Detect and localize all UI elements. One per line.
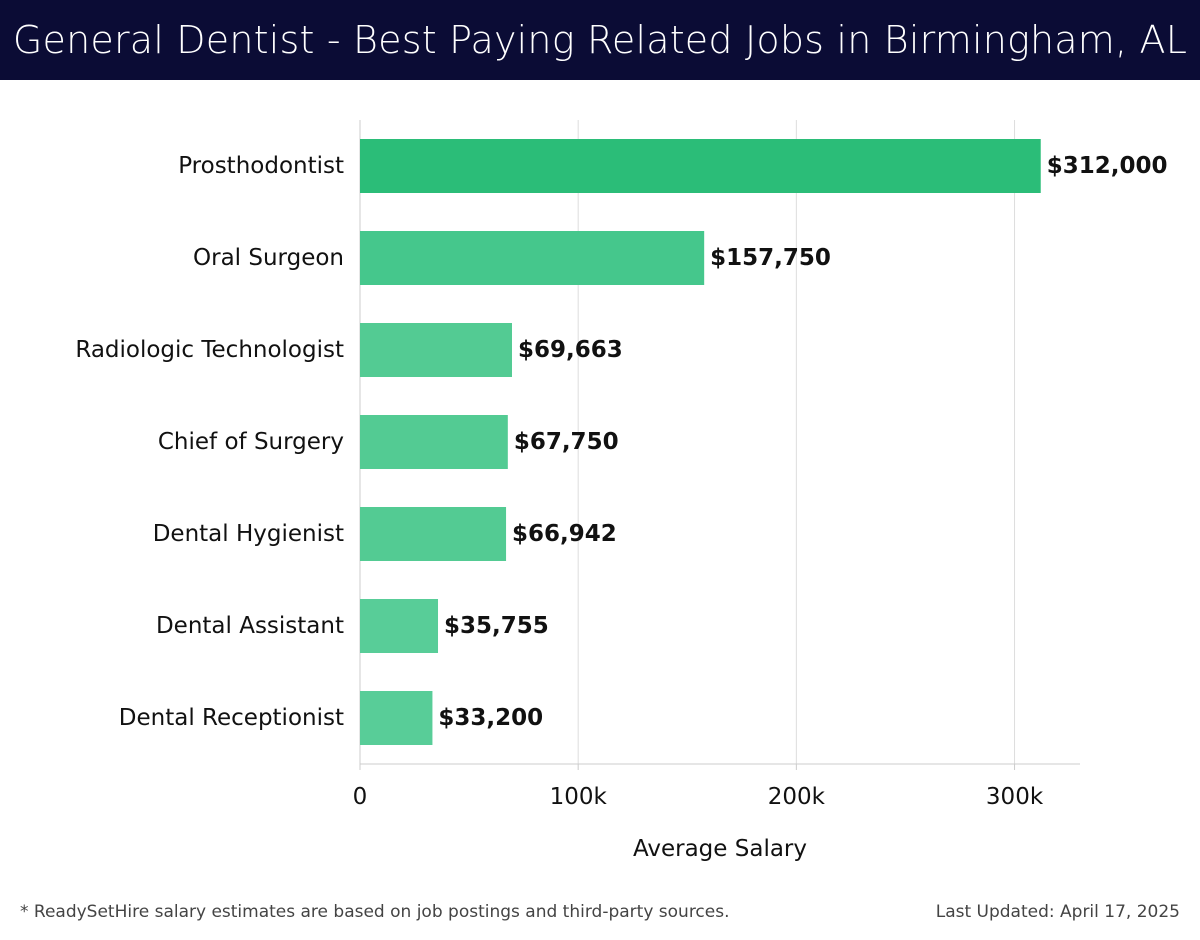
- category-label: Oral Surgeon: [193, 245, 344, 271]
- value-label: $33,200: [438, 705, 543, 731]
- category-label: Prosthodontist: [178, 153, 344, 179]
- x-tick-label: 200k: [768, 784, 826, 810]
- bar: [360, 507, 507, 561]
- value-label: $66,942: [512, 521, 617, 547]
- category-label: Dental Hygienist: [153, 521, 344, 547]
- category-label: Dental Assistant: [156, 613, 344, 639]
- bar: [360, 599, 439, 653]
- page-title: General Dentist - Best Paying Related Jo…: [12, 18, 1188, 62]
- value-label: $69,663: [518, 337, 623, 363]
- x-tick-label: 300k: [986, 784, 1044, 810]
- value-label: $67,750: [514, 429, 619, 455]
- last-updated: Last Updated: April 17, 2025: [935, 902, 1180, 922]
- value-label: $35,755: [444, 613, 549, 639]
- value-label: $312,000: [1047, 153, 1168, 179]
- x-tick-label: 100k: [550, 784, 608, 810]
- category-label: Dental Receptionist: [119, 705, 344, 731]
- x-axis-title: Average Salary: [633, 836, 807, 862]
- x-tick-label: 0: [353, 784, 368, 810]
- bar: [360, 323, 512, 377]
- category-label: Radiologic Technologist: [75, 337, 344, 363]
- bar: [360, 231, 705, 285]
- category-label: Chief of Surgery: [158, 429, 344, 455]
- bar: [360, 139, 1041, 193]
- header-banner: General Dentist - Best Paying Related Jo…: [0, 0, 1200, 80]
- footer-note: * ReadySetHire salary estimates are base…: [20, 902, 730, 922]
- value-label: $157,750: [710, 245, 831, 271]
- bar: [360, 691, 433, 745]
- bar: [360, 415, 508, 469]
- bar-chart: Prosthodontist $312,000 Oral Surgeon $157,7…: [75, 120, 1168, 862]
